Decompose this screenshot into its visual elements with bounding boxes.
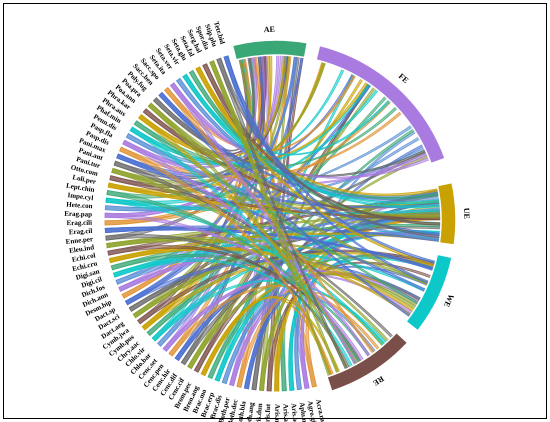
species-label: Aris.mut bbox=[273, 404, 281, 422]
group-sector-we bbox=[404, 253, 453, 332]
species-label: Erag.cil bbox=[69, 227, 93, 236]
species-label: Impe.cyl bbox=[67, 191, 94, 202]
species-label: Erag.pap bbox=[64, 210, 92, 219]
species-label: Erag.cili bbox=[66, 219, 92, 227]
species-label: Aplu.mut bbox=[298, 402, 310, 422]
species-label: Both.bla bbox=[235, 400, 247, 422]
group-sector-ae bbox=[231, 39, 309, 61]
species-label: Aris.adn bbox=[290, 403, 300, 422]
species-label: Enne.per bbox=[65, 235, 93, 246]
group-sector-re bbox=[326, 331, 409, 393]
species-label: Aris.ads bbox=[281, 404, 290, 422]
group-sector-layer bbox=[231, 39, 457, 393]
group-label-re: RE bbox=[371, 374, 385, 388]
group-label-ae: AE bbox=[264, 25, 275, 34]
species-label: Hete.con bbox=[66, 200, 93, 210]
group-label-we: WE bbox=[442, 293, 456, 309]
group-sector-fe bbox=[315, 44, 447, 165]
species-label: Aris.dun bbox=[254, 403, 264, 422]
species-label: Both.ang bbox=[244, 401, 255, 422]
species-label: Agro.gig bbox=[306, 400, 319, 422]
label-layer: AEFEUEWEREAcra.racAgro.gigAplu.mutAris.a… bbox=[64, 20, 471, 422]
group-label-ue: UE bbox=[462, 208, 471, 219]
group-label-fe: FE bbox=[397, 72, 411, 86]
species-label: Aris.fut bbox=[263, 403, 272, 422]
species-label: Eleu.ind bbox=[69, 243, 95, 255]
group-sector-ue bbox=[436, 181, 457, 246]
